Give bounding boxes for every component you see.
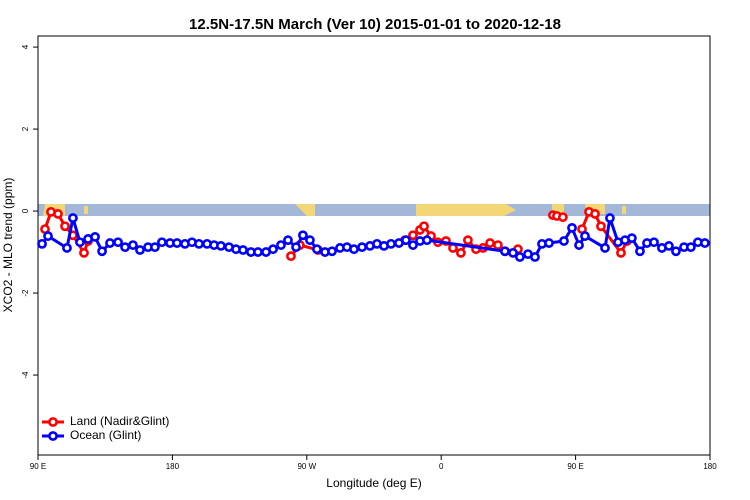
- point: [305, 235, 315, 246]
- point: [150, 242, 160, 253]
- point: [500, 246, 510, 257]
- point: [559, 236, 569, 246]
- point: [62, 243, 72, 253]
- point: [530, 252, 540, 262]
- legend-label: Ocean (Glint): [70, 428, 141, 442]
- point: [419, 221, 429, 232]
- point: [349, 244, 359, 255]
- legend-label: Land (Nadir&Glint): [70, 414, 169, 428]
- point: [357, 242, 367, 253]
- x-tick-label: 90 W: [297, 462, 316, 471]
- point: [671, 246, 681, 257]
- y-axis-label: XCO2 - MLO trend (ppm): [1, 178, 15, 313]
- point: [580, 231, 590, 241]
- point: [590, 209, 600, 219]
- point: [283, 235, 293, 246]
- point: [43, 231, 53, 241]
- point: [157, 237, 167, 248]
- point: [75, 237, 85, 248]
- point: [238, 245, 248, 255]
- point: [268, 244, 278, 255]
- x-tick-label: 180: [166, 462, 180, 471]
- point: [514, 252, 525, 262]
- point: [700, 238, 710, 248]
- point: [567, 222, 577, 233]
- point: [216, 241, 226, 251]
- point: [60, 221, 70, 232]
- point: [79, 247, 89, 258]
- point: [37, 238, 47, 249]
- point: [544, 238, 554, 248]
- point: [128, 240, 138, 250]
- point: [485, 238, 495, 248]
- point: [596, 221, 606, 232]
- point: [508, 247, 518, 258]
- x-tick-label: 90 E: [30, 462, 46, 471]
- point: [90, 231, 100, 242]
- point: [68, 213, 78, 223]
- point: [276, 240, 286, 250]
- point: [635, 246, 645, 257]
- y-tick-label: 4: [21, 44, 30, 49]
- point: [120, 242, 130, 253]
- point: [616, 247, 626, 258]
- y-tick-label: -4: [21, 371, 30, 379]
- legend: Land (Nadir&Glint)Ocean (Glint): [42, 414, 169, 442]
- point: [327, 246, 337, 257]
- point: [463, 235, 473, 246]
- point: [386, 238, 396, 249]
- point: [685, 242, 696, 253]
- point: [401, 235, 411, 246]
- point: [649, 237, 659, 248]
- point: [172, 238, 182, 248]
- y-tick-label: 0: [21, 208, 30, 213]
- point: [105, 238, 115, 248]
- point: [456, 247, 466, 258]
- point: [194, 238, 204, 249]
- x-tick-label: 0: [439, 462, 444, 471]
- point: [135, 245, 145, 255]
- x-tick-label: 90 E: [567, 462, 583, 471]
- x-tick-label: 180: [703, 462, 717, 471]
- point: [574, 240, 584, 250]
- point: [298, 230, 308, 241]
- point: [97, 246, 107, 257]
- map-strip: [38, 204, 710, 216]
- point: [664, 241, 674, 251]
- point: [558, 212, 568, 223]
- point: [253, 247, 263, 257]
- legend-marker: [48, 417, 58, 427]
- point: [605, 213, 615, 223]
- point: [312, 244, 322, 255]
- point: [291, 242, 301, 253]
- point: [408, 240, 418, 250]
- point: [626, 233, 637, 244]
- point: [53, 209, 63, 219]
- point: [113, 237, 123, 248]
- y-tick-label: -2: [21, 289, 30, 297]
- point: [600, 243, 610, 253]
- x-axis-label: Longitude (deg E): [326, 476, 421, 490]
- point: [286, 251, 296, 262]
- legend-marker: [48, 431, 58, 441]
- point: [422, 235, 432, 246]
- point: [408, 230, 418, 241]
- y-tick-label: 2: [21, 126, 30, 131]
- chart-title: 12.5N-17.5N March (Ver 10) 2015-01-01 to…: [189, 16, 561, 33]
- point: [493, 240, 503, 250]
